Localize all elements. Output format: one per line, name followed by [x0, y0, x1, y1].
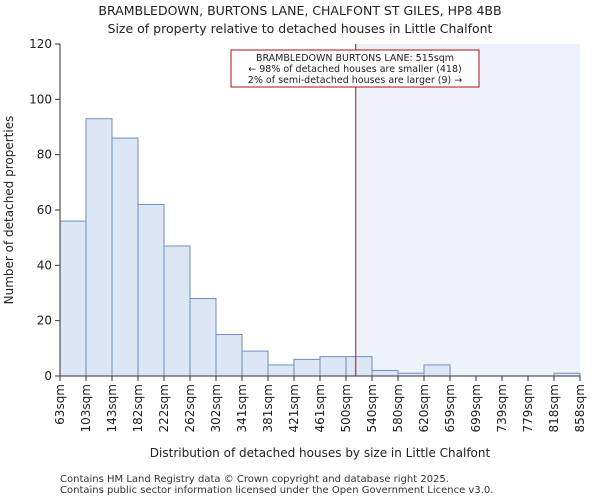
- x-tick-label: 858sqm: [573, 384, 587, 432]
- histogram-bar: [423, 364, 451, 377]
- y-tick-label: 80: [37, 148, 52, 162]
- x-tick-label: 699sqm: [469, 384, 483, 432]
- chart-title-block: BRAMBLEDOWN, BURTONS LANE, CHALFONT ST G…: [0, 2, 600, 38]
- footer-line-1: Contains HM Land Registry data © Crown c…: [60, 474, 449, 485]
- histogram-bar: [371, 369, 399, 377]
- x-tick-label: 182sqm: [131, 384, 145, 432]
- histogram-bar: [267, 364, 295, 377]
- y-tick-label: 40: [37, 258, 52, 272]
- x-tick-label: 620sqm: [417, 384, 431, 432]
- histogram-bar: [241, 350, 269, 377]
- y-tick-label: 0: [44, 369, 52, 383]
- x-tick-label: 222sqm: [157, 384, 171, 432]
- histogram-bar: [189, 298, 217, 377]
- x-tick-label: 461sqm: [313, 384, 327, 432]
- annotation-text-line: 2% of semi-detached houses are larger (9…: [248, 75, 462, 86]
- chart-title: BRAMBLEDOWN, BURTONS LANE, CHALFONT ST G…: [98, 3, 502, 18]
- x-axis-label: Distribution of detached houses by size …: [150, 446, 491, 460]
- y-tick-label: 120: [29, 37, 52, 51]
- histogram-bar: [345, 356, 373, 377]
- y-axis-label: Number of detached properties: [2, 116, 16, 305]
- x-tick-label: 302sqm: [209, 384, 223, 432]
- x-tick-label: 739sqm: [495, 384, 509, 432]
- annotation-text-line: BRAMBLEDOWN BURTONS LANE: 515sqm: [256, 53, 454, 64]
- x-tick-label: 659sqm: [443, 384, 457, 432]
- x-tick-label: 580sqm: [391, 384, 405, 432]
- x-tick-label: 818sqm: [547, 384, 561, 432]
- x-tick-label: 421sqm: [287, 384, 301, 432]
- footer: Contains HM Land Registry data © Crown c…: [60, 474, 493, 496]
- chart-subtitle: Size of property relative to detached ho…: [107, 21, 493, 36]
- histogram-bar: [163, 245, 191, 377]
- x-tick-label: 262sqm: [183, 384, 197, 432]
- x-tick-label: 500sqm: [339, 384, 353, 432]
- x-tick-label: 341sqm: [235, 384, 249, 432]
- histogram-bar: [111, 137, 139, 377]
- y-tick-label: 20: [37, 314, 52, 328]
- histogram-chart: 0 20 40 60 80 100 120 63sqm 103sqm 143sqm 182sqm 22…: [2, 37, 587, 460]
- x-tick-label: 143sqm: [105, 384, 119, 432]
- histogram-bar: [293, 358, 321, 377]
- x-tick-label: 540sqm: [365, 384, 379, 432]
- larger-region-shading: [355, 44, 580, 376]
- footer-line-2: Contains public sector information licen…: [60, 485, 494, 496]
- x-tick-label: 381sqm: [261, 384, 275, 432]
- x-tick-label: 103sqm: [79, 384, 93, 432]
- annotation-box: [230, 49, 480, 88]
- histogram-bar: [85, 118, 113, 377]
- x-tick-label: 779sqm: [521, 384, 535, 432]
- y-tick-label: 100: [29, 92, 52, 106]
- y-tick-label: 60: [37, 203, 52, 217]
- histogram-bar: [59, 220, 87, 377]
- annotation-text-line: ← 98% of detached houses are smaller (41…: [248, 64, 461, 75]
- histogram-bar: [319, 356, 347, 377]
- x-tick-label: 63sqm: [53, 384, 67, 425]
- histogram-bar: [137, 203, 165, 377]
- histogram-bar: [215, 334, 243, 377]
